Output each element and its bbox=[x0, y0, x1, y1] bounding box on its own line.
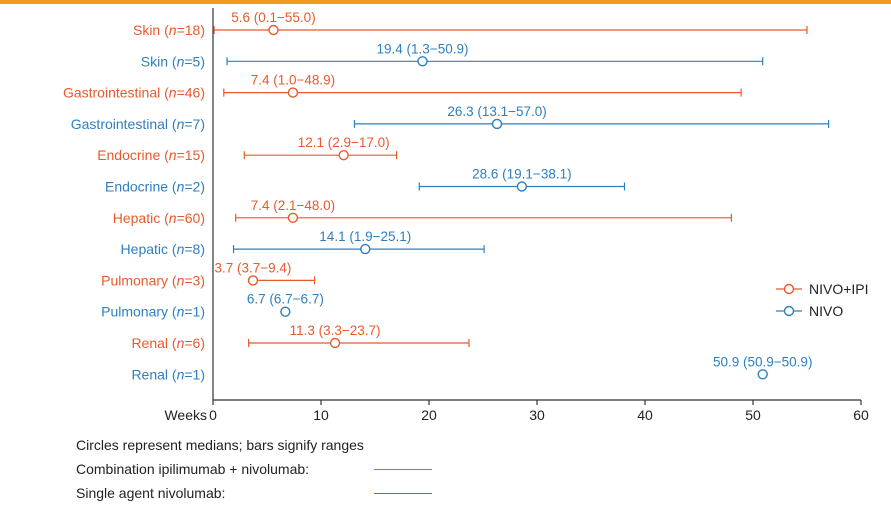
row-label: Pulmonary (n=3) bbox=[101, 272, 205, 288]
legend-single-label: NIVO bbox=[809, 303, 843, 319]
median-marker bbox=[757, 369, 768, 380]
row-label: Skin (n=5) bbox=[141, 53, 205, 69]
footer-note: Circles represent medians; bars signify … bbox=[76, 437, 364, 453]
data-label: 26.3 (13.1−57.0) bbox=[447, 104, 546, 119]
legend-single-marker bbox=[783, 305, 795, 317]
x-axis-label: Weeks bbox=[164, 407, 207, 423]
data-label: 6.7 (6.7−6.7) bbox=[247, 292, 324, 307]
forest-plot: 0 10 20 30 40 50 60 Weeks Skin (n=18) 5.6 (0.1−55… bbox=[63, 8, 869, 423]
data-label: 7.4 (2.1−48.0) bbox=[251, 198, 335, 213]
row-label: Hepatic (n=8) bbox=[121, 241, 205, 257]
data-label: 19.4 (1.3−50.9) bbox=[377, 41, 469, 56]
median-marker bbox=[516, 181, 528, 192]
median-marker bbox=[280, 306, 291, 317]
data-label: 50.9 (50.9−50.9) bbox=[713, 354, 812, 369]
median-marker bbox=[247, 275, 259, 286]
median-marker bbox=[417, 56, 428, 67]
footer-single-text: Single agent nivolumab: bbox=[76, 485, 226, 501]
data-label: 12.1 (2.9−17.0) bbox=[298, 135, 390, 150]
row-label: Renal (n=1) bbox=[131, 366, 205, 382]
row-label: Renal (n=6) bbox=[131, 335, 205, 351]
median-marker bbox=[338, 149, 349, 161]
x-tick-label: 60 bbox=[853, 407, 869, 423]
median-marker bbox=[491, 118, 503, 130]
data-label: 7.4 (1.0−48.9) bbox=[251, 73, 335, 88]
x-tick-label: 10 bbox=[313, 407, 329, 423]
x-tick-label: 20 bbox=[421, 407, 437, 423]
combo-line-swatch bbox=[374, 469, 432, 470]
row-label: Endocrine (n=15) bbox=[97, 147, 205, 163]
legend-combo-marker bbox=[783, 283, 795, 295]
x-tick-label: 50 bbox=[745, 407, 761, 423]
data-label: 11.3 (3.3−23.7) bbox=[290, 323, 381, 338]
row-label: Hepatic (n=60) bbox=[113, 210, 205, 226]
footer-combo-row: Combination ipilimumab + nivolumab: bbox=[76, 457, 432, 481]
median-marker bbox=[268, 24, 279, 36]
row-label: Pulmonary (n=1) bbox=[101, 304, 205, 320]
footer-notes: Circles represent medians; bars signify … bbox=[76, 433, 432, 505]
single-line-swatch bbox=[374, 493, 432, 494]
top-accent-rule bbox=[0, 0, 891, 4]
median-marker bbox=[360, 243, 371, 255]
median-marker bbox=[287, 87, 299, 98]
x-tick-label: 40 bbox=[637, 407, 653, 423]
footer-combo-text: Combination ipilimumab + nivolumab: bbox=[76, 461, 310, 477]
legend-combo-label: NIVO+IPI bbox=[809, 281, 869, 297]
footer-single-row: Single agent nivolumab: bbox=[76, 481, 432, 505]
row-label: Endocrine (n=2) bbox=[105, 179, 205, 195]
data-label: 3.7 (3.7−9.4) bbox=[214, 260, 291, 275]
row-label: Gastrointestinal (n=46) bbox=[63, 85, 205, 101]
x-tick-label: 30 bbox=[529, 407, 545, 423]
data-label: 5.6 (0.1−55.0) bbox=[231, 10, 315, 25]
row-label: Gastrointestinal (n=7) bbox=[71, 116, 205, 132]
x-tick-label: 0 bbox=[209, 407, 217, 423]
median-marker bbox=[287, 212, 299, 224]
median-marker bbox=[329, 337, 341, 349]
data-label: 14.1 (1.9−25.1) bbox=[319, 229, 411, 244]
row-label: Skin (n=18) bbox=[133, 22, 205, 38]
data-label: 28.6 (19.1−38.1) bbox=[472, 167, 571, 182]
